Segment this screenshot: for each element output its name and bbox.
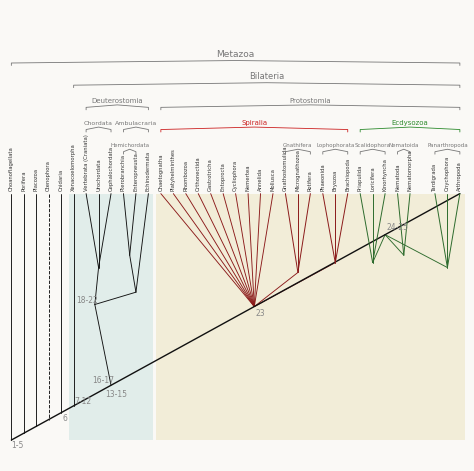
Text: Ambulacraria: Ambulacraria (115, 121, 157, 126)
Text: Cycliophora: Cycliophora (233, 160, 238, 191)
Bar (69, 194, 154, 440)
Text: Scalidophora: Scalidophora (355, 143, 391, 148)
Text: Rotifera: Rotifera (308, 171, 313, 191)
Text: Vertebrata (Craniata): Vertebrata (Craniata) (83, 134, 89, 191)
Text: Enteropneusta: Enteropneusta (134, 153, 138, 191)
Text: Loricifera: Loricifera (370, 167, 375, 191)
Text: Platyhelminthes: Platyhelminthes (171, 148, 176, 191)
Text: 18-22: 18-22 (76, 295, 98, 304)
Text: Placozoa: Placozoa (34, 168, 39, 191)
Text: 16-17: 16-17 (92, 376, 114, 385)
Text: Nematomorpha: Nematomorpha (408, 150, 412, 191)
Text: Nematoida: Nematoida (389, 143, 419, 148)
Text: Rhombozoa: Rhombozoa (183, 160, 188, 191)
Text: Hemichordata: Hemichordata (110, 143, 149, 148)
Text: Mollusca: Mollusca (271, 168, 275, 191)
Text: Bilateria: Bilateria (249, 73, 284, 81)
Text: Spiralia: Spiralia (241, 120, 267, 126)
Text: Gastrotricha: Gastrotricha (208, 158, 213, 191)
Text: Metazoa: Metazoa (217, 50, 255, 59)
Text: Entoprocta: Entoprocta (221, 162, 226, 191)
Text: Cnidaria: Cnidaria (59, 169, 64, 191)
Text: Nemertea: Nemertea (246, 165, 251, 191)
Text: Arthropoda: Arthropoda (457, 162, 462, 191)
Text: 6: 6 (62, 414, 67, 423)
Text: Xenacoelomorpha: Xenacoelomorpha (71, 143, 76, 191)
Text: Chaetognatha: Chaetognatha (158, 154, 164, 191)
Text: Gnathostomulida: Gnathostomulida (283, 146, 288, 191)
Text: Gnathifera: Gnathifera (283, 143, 313, 148)
Text: Bryozoa: Bryozoa (333, 170, 338, 191)
Text: 24-25: 24-25 (386, 223, 409, 232)
Text: 7-12: 7-12 (74, 397, 92, 406)
Text: Priapulida: Priapulida (358, 165, 363, 191)
Text: Deuterostomia: Deuterostomia (91, 97, 143, 104)
Text: Orthonectida: Orthonectida (196, 156, 201, 191)
Text: Micrognathozoa: Micrognathozoa (295, 149, 301, 191)
Text: Choanoflagellata: Choanoflagellata (9, 146, 14, 191)
Text: Cephalochordata: Cephalochordata (109, 146, 113, 191)
Text: Ctenophora: Ctenophora (46, 160, 51, 191)
Bar (156, 194, 465, 440)
Text: Brachiopoda: Brachiopoda (345, 158, 350, 191)
Text: Phaeonida: Phaeonida (320, 163, 325, 191)
Text: Tardigrada: Tardigrada (432, 163, 438, 191)
Text: 23: 23 (255, 309, 265, 318)
Text: Annelida: Annelida (258, 168, 263, 191)
Text: 1-5: 1-5 (11, 441, 23, 450)
Text: Urochordata: Urochordata (96, 159, 101, 191)
Text: Echinodermata: Echinodermata (146, 151, 151, 191)
Text: Lophophorata: Lophophorata (316, 143, 355, 148)
Text: Ecdysozoa: Ecdysozoa (392, 120, 428, 126)
Text: Chordata: Chordata (84, 121, 113, 126)
Text: Kinorhyncha: Kinorhyncha (383, 158, 388, 191)
Text: Pterobranchia: Pterobranchia (121, 154, 126, 191)
Text: Nematoda: Nematoda (395, 163, 400, 191)
Text: Onychophora: Onychophora (445, 156, 450, 191)
Text: 13-15: 13-15 (105, 390, 128, 399)
Text: Protostomia: Protostomia (290, 97, 331, 104)
Text: Porifera: Porifera (21, 171, 27, 191)
Text: Panarthropoda: Panarthropoda (427, 143, 468, 148)
